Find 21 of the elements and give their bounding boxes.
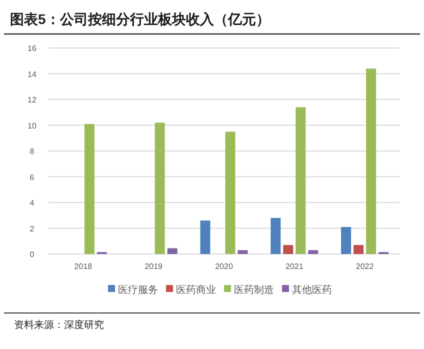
y-tick-label: 4 xyxy=(30,198,35,208)
legend-label: 医疗服务 xyxy=(118,284,158,296)
legend-label: 医药制造 xyxy=(234,284,274,296)
x-tick-label: 2019 xyxy=(144,262,164,271)
x-tick-label: 2022 xyxy=(356,262,374,271)
title: 图表5：公司按细分行业板块收入（亿元） xyxy=(10,11,270,27)
y-tick-label: 2 xyxy=(30,224,35,234)
x-tick-label: 2020 xyxy=(215,262,234,271)
y-tick-label: 14 xyxy=(28,70,37,79)
y-tick-label: 16 xyxy=(28,44,37,53)
x-tick-label: 2021 xyxy=(286,262,304,271)
annotation: 资料来源：深度研究 xyxy=(14,320,104,331)
y-tick-label: 6 xyxy=(30,172,35,182)
y-tick-label: 0 xyxy=(30,250,35,259)
y-tick-label: 12 xyxy=(28,96,37,104)
legend-label: 其他医药 xyxy=(292,284,332,296)
y-tick-label: 10 xyxy=(28,121,37,130)
plot: 0 2 4 6 8 10 12 14 16 2018 2019 2020 2021 2022 xyxy=(28,44,400,271)
y-tick-label: 8 xyxy=(30,147,35,156)
legend-label: 医药商业 xyxy=(176,284,216,296)
x-tick-label: 2018 xyxy=(74,262,93,271)
